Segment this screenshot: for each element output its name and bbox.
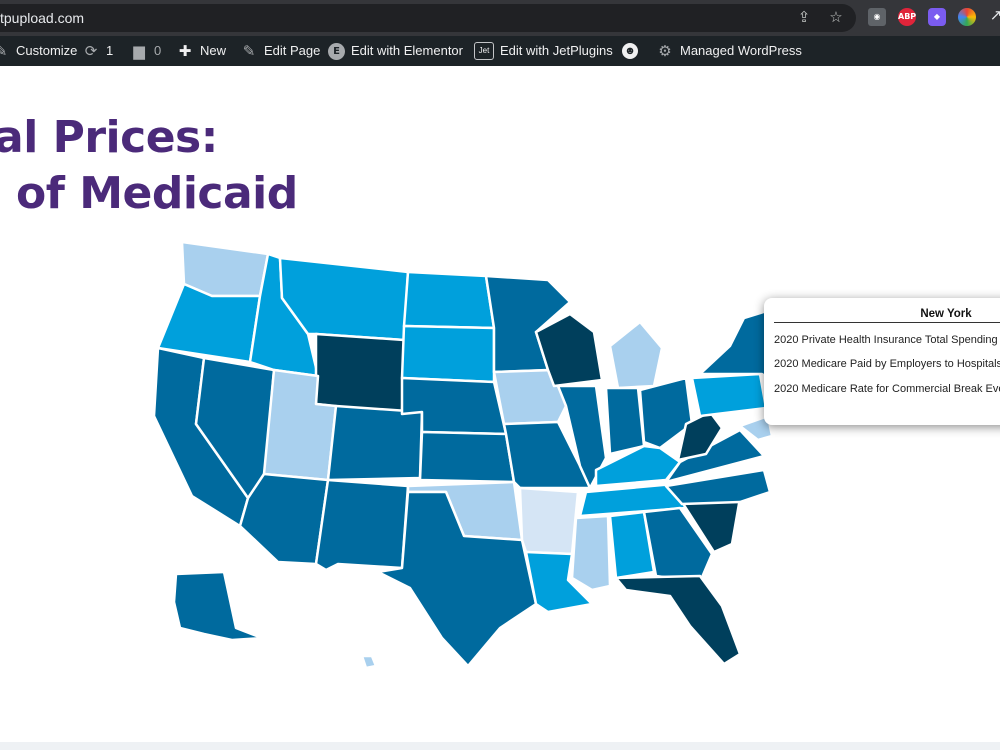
browser-toolbar: tpupload.com ⇪ ☆ ◉ ABP ◆ ↗	[0, 0, 1000, 36]
managed-wordpress-link[interactable]: ⚙ Managed WordPress	[656, 36, 802, 66]
page-title-line1: al Prices:	[0, 112, 218, 163]
address-bar[interactable]: tpupload.com ⇪ ☆	[0, 4, 856, 32]
edit-jetplugins-label: Edit with JetPlugins	[500, 43, 613, 58]
state-florida[interactable]	[614, 574, 742, 666]
state-arkansas[interactable]	[518, 486, 580, 556]
smiley-link[interactable]: ☻	[622, 36, 638, 66]
bookmark-star-icon[interactable]: ☆	[829, 9, 843, 26]
state-illinois[interactable]	[556, 384, 608, 490]
customize-label: Customize	[16, 43, 78, 58]
state-georgia[interactable]	[642, 506, 714, 584]
color-wheel-icon[interactable]	[958, 8, 976, 26]
state-wisconsin[interactable]	[534, 312, 604, 388]
extension-icon[interactable]: ◆	[928, 8, 946, 26]
new-content-link[interactable]: ✚ New	[176, 36, 226, 66]
pencil-icon: ✎	[242, 42, 256, 60]
updates-count: 1	[106, 43, 114, 58]
managed-wordpress-label: Managed WordPress	[680, 43, 802, 58]
page-footer-edge	[0, 742, 1000, 750]
state-south-dakota[interactable]	[400, 324, 496, 384]
customize-link[interactable]: ✎ Customize	[0, 36, 77, 66]
state-mississippi[interactable]	[570, 514, 612, 592]
state-texas[interactable]	[376, 490, 538, 668]
state-wyoming[interactable]	[314, 332, 406, 416]
state-maryland[interactable]	[738, 414, 774, 442]
state-colorado[interactable]	[326, 404, 424, 482]
tooltip-row-private-insurance: 2020 Private Health Insurance Total Spen…	[774, 334, 998, 346]
edit-page-link[interactable]: ✎ Edit Page	[240, 36, 321, 66]
adblock-icon[interactable]: ABP	[898, 8, 916, 26]
state-north-dakota[interactable]	[402, 270, 496, 330]
updates-icon: ⟳	[84, 42, 98, 60]
state-indiana[interactable]	[604, 386, 646, 456]
state-louisiana[interactable]	[524, 550, 594, 614]
comment-icon: ▆	[133, 42, 145, 60]
brush-icon: ✎	[0, 42, 8, 60]
edit-page-label: Edit Page	[264, 43, 321, 58]
comments-link[interactable]: ▆ 0	[130, 36, 161, 66]
state-hawaii[interactable]	[360, 654, 378, 670]
us-choropleth-map	[140, 236, 822, 681]
gear-icon: ⚙	[658, 42, 672, 60]
tooltip-divider	[774, 322, 1000, 323]
plus-icon: ✚	[178, 42, 192, 60]
tooltip-row-medicare-rate: 2020 Medicare Rate for Commercial Break …	[774, 383, 1000, 395]
elementor-icon: E	[328, 42, 345, 60]
state-kansas[interactable]	[418, 430, 516, 484]
state-ohio[interactable]	[638, 376, 694, 450]
jet-icon: Jet	[474, 42, 494, 60]
state-pennsylvania[interactable]	[690, 372, 768, 418]
wp-admin-bar: ✎ Customize ⟳ 1 ▆ 0 ✚ New ✎ Edit Page E …	[0, 36, 1000, 66]
state-alaska[interactable]	[172, 570, 264, 642]
edit-elementor-label: Edit with Elementor	[351, 43, 463, 58]
state-new-mexico[interactable]	[314, 478, 410, 572]
camera-icon[interactable]: ◉	[868, 8, 886, 26]
updates-link[interactable]: ⟳ 1	[82, 36, 114, 66]
map-svg	[152, 240, 822, 670]
url-text[interactable]: tpupload.com	[0, 10, 85, 26]
page-title: al Prices: of Medicaid	[0, 110, 298, 222]
state-tooltip: New York 2020 Private Health Insurance T…	[764, 298, 1000, 425]
edit-jetplugins-link[interactable]: Jet Edit with JetPlugins	[474, 36, 613, 66]
state-iowa[interactable]	[492, 368, 568, 426]
link-icon[interactable]: ↗	[989, 7, 1000, 24]
comments-count: 0	[154, 43, 162, 58]
page-title-line2: of Medicaid	[16, 168, 298, 219]
state-michigan[interactable]	[608, 320, 664, 390]
edit-elementor-link[interactable]: E Edit with Elementor	[328, 36, 463, 66]
tooltip-row-medicare-paid: 2020 Medicare Paid by Employers to Hospi…	[774, 358, 1000, 370]
state-missouri[interactable]	[502, 420, 592, 490]
tooltip-title: New York	[920, 308, 972, 320]
smiley-icon: ☻	[622, 43, 638, 59]
state-north-carolina[interactable]	[664, 468, 772, 506]
new-label: New	[200, 43, 227, 58]
share-icon[interactable]: ⇪	[797, 9, 811, 26]
